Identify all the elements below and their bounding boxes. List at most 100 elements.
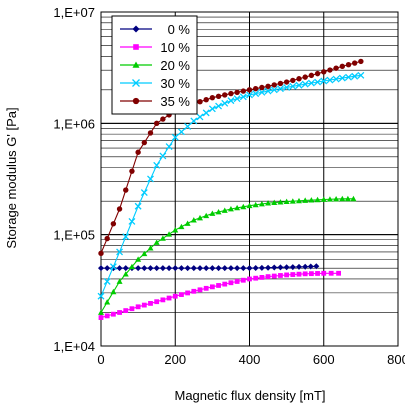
data-point (159, 235, 166, 241)
data-point (358, 58, 364, 65)
x-tick-label: 0 (97, 352, 104, 367)
data-point (179, 292, 184, 297)
data-point (302, 271, 308, 277)
data-point (320, 196, 327, 202)
data-point (258, 88, 266, 96)
data-point (191, 288, 197, 294)
data-point (141, 139, 148, 146)
data-point (345, 61, 352, 68)
data-point (153, 161, 161, 169)
data-point (117, 310, 122, 315)
data-point (209, 210, 216, 216)
data-point (240, 277, 246, 283)
data-point (222, 92, 228, 98)
data-point (122, 233, 130, 241)
data-point (97, 292, 105, 300)
legend-label: 10 % (160, 40, 190, 55)
data-point (116, 265, 123, 272)
data-point (122, 265, 129, 272)
y-tick-label: 1,E+05 (53, 228, 95, 243)
data-point (344, 195, 351, 202)
data-point (345, 73, 352, 81)
legend-entry: 35 % (120, 94, 190, 109)
data-point (215, 102, 223, 110)
data-point (109, 263, 117, 271)
data-point (336, 270, 341, 276)
legend-label: 20 % (160, 58, 190, 73)
data-point (171, 133, 179, 141)
data-point (246, 265, 253, 272)
data-point (333, 65, 339, 71)
data-point (246, 87, 253, 93)
data-point (227, 265, 234, 272)
data-point (271, 273, 277, 279)
data-point (227, 206, 234, 212)
y-tick-label: 1,E+06 (53, 116, 95, 131)
data-point (271, 82, 277, 88)
data-point (258, 264, 265, 271)
data-point (177, 128, 185, 136)
data-point (283, 198, 290, 205)
axis-ticks: 0 200 400 600 800 1,E+04 1,E+05 1,E+06 1,E+07 (53, 5, 405, 367)
legend-label: 35 % (160, 94, 190, 109)
data-point (350, 195, 357, 202)
legend-label: 0 % (168, 22, 191, 37)
legend: 0 % 10 % 20 % 30 % 35 % (111, 15, 198, 115)
data-point (240, 88, 247, 94)
data-point (296, 197, 302, 204)
data-point (209, 265, 216, 272)
data-point (221, 265, 228, 272)
data-point (240, 203, 247, 210)
data-point (160, 297, 166, 303)
data-point (98, 315, 104, 320)
data-point (240, 265, 247, 272)
data-point (132, 97, 140, 105)
data-point (308, 72, 315, 79)
data-point (197, 287, 203, 293)
data-point (295, 81, 303, 89)
data-point (314, 70, 321, 77)
data-point (308, 271, 314, 277)
data-point (276, 85, 284, 93)
x-tick-label: 800 (387, 352, 405, 367)
data-point (302, 263, 309, 270)
series-20-percent (98, 195, 357, 315)
data-point (332, 75, 340, 83)
data-point (351, 60, 358, 66)
data-point (190, 217, 197, 223)
data-point (178, 265, 185, 272)
data-point (326, 196, 333, 202)
data-point (203, 212, 210, 219)
data-point (290, 77, 296, 84)
data-point (185, 290, 191, 296)
data-point (339, 63, 346, 70)
data-point (313, 263, 320, 270)
data-point (123, 187, 129, 193)
data-point (135, 256, 142, 262)
data-point (141, 250, 148, 257)
data-point (351, 72, 359, 80)
data-point (246, 91, 253, 99)
data-point (265, 274, 271, 280)
data-point (141, 265, 148, 272)
data-point (253, 275, 259, 281)
data-point (190, 117, 198, 125)
data-point (165, 143, 173, 151)
data-point (259, 84, 265, 91)
data-point (227, 97, 235, 105)
data-point (278, 273, 283, 278)
data-point (252, 201, 259, 208)
data-point (228, 280, 234, 286)
legend-entry: 20 % (120, 58, 190, 73)
data-point (307, 263, 314, 270)
data-point (247, 276, 252, 282)
data-point (215, 265, 222, 272)
data-point (129, 168, 135, 174)
data-point (252, 90, 260, 98)
data-point (135, 149, 141, 155)
data-point (209, 94, 216, 101)
data-point (314, 196, 321, 203)
data-point (197, 99, 203, 105)
data-point (122, 271, 129, 277)
data-point (315, 271, 320, 276)
